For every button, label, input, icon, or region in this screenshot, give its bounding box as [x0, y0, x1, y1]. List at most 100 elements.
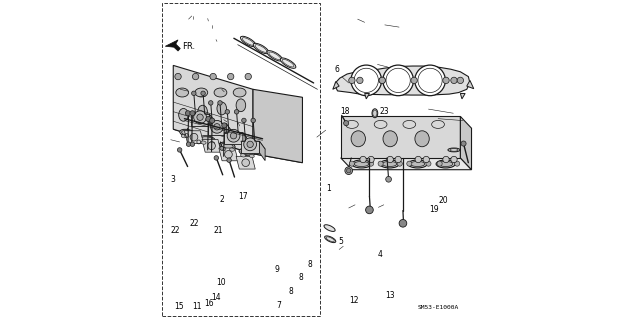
Ellipse shape — [214, 88, 227, 97]
Ellipse shape — [239, 148, 255, 156]
Ellipse shape — [179, 108, 188, 121]
Circle shape — [457, 77, 463, 84]
Circle shape — [227, 73, 234, 80]
Polygon shape — [202, 139, 221, 152]
Ellipse shape — [382, 161, 397, 167]
Polygon shape — [165, 40, 180, 51]
Text: 8: 8 — [308, 260, 312, 269]
Polygon shape — [173, 129, 303, 163]
Circle shape — [397, 161, 403, 166]
Circle shape — [369, 161, 374, 166]
Ellipse shape — [249, 154, 254, 158]
Circle shape — [206, 116, 211, 122]
Circle shape — [214, 156, 218, 160]
Circle shape — [395, 156, 401, 163]
Ellipse shape — [190, 135, 195, 138]
Text: 21: 21 — [214, 226, 223, 235]
Circle shape — [426, 161, 431, 166]
Circle shape — [190, 111, 195, 116]
Circle shape — [351, 65, 381, 96]
Circle shape — [379, 77, 385, 84]
Circle shape — [345, 167, 353, 174]
Circle shape — [251, 118, 255, 122]
Polygon shape — [259, 141, 265, 160]
Circle shape — [190, 133, 198, 141]
Circle shape — [451, 156, 457, 163]
Text: 20: 20 — [438, 197, 447, 205]
Ellipse shape — [280, 58, 296, 68]
Polygon shape — [191, 114, 209, 126]
Text: 6: 6 — [335, 65, 340, 74]
Ellipse shape — [324, 236, 336, 243]
Ellipse shape — [198, 105, 207, 118]
Polygon shape — [335, 66, 470, 95]
Ellipse shape — [241, 154, 246, 157]
Ellipse shape — [410, 161, 425, 167]
Circle shape — [344, 121, 349, 126]
Circle shape — [177, 148, 182, 152]
Text: 7: 7 — [276, 301, 281, 310]
Text: 2: 2 — [220, 195, 224, 204]
Text: 13: 13 — [385, 291, 395, 300]
Circle shape — [193, 73, 199, 80]
Polygon shape — [208, 124, 232, 132]
Bar — [162, 3, 320, 316]
Polygon shape — [340, 116, 460, 158]
Text: 5: 5 — [338, 237, 343, 246]
Text: 1: 1 — [326, 184, 331, 193]
Circle shape — [423, 156, 429, 163]
Text: 15: 15 — [174, 302, 184, 311]
Ellipse shape — [236, 99, 246, 112]
Ellipse shape — [176, 88, 189, 97]
Circle shape — [209, 101, 213, 105]
Ellipse shape — [415, 131, 429, 147]
Ellipse shape — [220, 142, 235, 150]
Text: FR.: FR. — [182, 42, 195, 51]
Ellipse shape — [448, 148, 460, 152]
Text: 17: 17 — [239, 192, 248, 201]
Circle shape — [175, 73, 181, 80]
Polygon shape — [208, 124, 226, 135]
Circle shape — [221, 123, 227, 128]
Ellipse shape — [267, 51, 282, 61]
Text: 22: 22 — [170, 226, 180, 235]
Polygon shape — [184, 131, 204, 144]
Circle shape — [349, 77, 355, 84]
Text: 18: 18 — [340, 107, 349, 115]
Ellipse shape — [355, 161, 369, 167]
Text: 23: 23 — [379, 107, 388, 116]
Polygon shape — [219, 148, 238, 161]
Circle shape — [454, 161, 460, 166]
Ellipse shape — [182, 130, 194, 136]
Circle shape — [230, 133, 237, 139]
Circle shape — [190, 142, 195, 146]
Circle shape — [234, 110, 239, 114]
Circle shape — [386, 176, 392, 182]
Circle shape — [227, 158, 231, 162]
Circle shape — [349, 161, 355, 166]
Circle shape — [407, 161, 412, 166]
Circle shape — [415, 156, 422, 163]
Ellipse shape — [181, 135, 186, 138]
Polygon shape — [173, 65, 253, 154]
Circle shape — [451, 77, 457, 84]
Ellipse shape — [221, 147, 226, 151]
Polygon shape — [467, 80, 474, 89]
Ellipse shape — [436, 160, 455, 168]
Text: 16: 16 — [205, 299, 214, 308]
Ellipse shape — [352, 160, 371, 168]
Circle shape — [346, 168, 351, 173]
Polygon shape — [224, 133, 248, 140]
Polygon shape — [365, 93, 369, 99]
Text: 11: 11 — [193, 302, 202, 311]
Circle shape — [210, 118, 215, 123]
Circle shape — [218, 101, 222, 105]
Circle shape — [443, 156, 449, 163]
Circle shape — [365, 206, 373, 214]
Circle shape — [191, 91, 196, 96]
Ellipse shape — [221, 143, 233, 149]
Circle shape — [437, 161, 442, 166]
Circle shape — [225, 110, 230, 114]
Circle shape — [186, 111, 191, 116]
Text: 10: 10 — [216, 278, 226, 287]
